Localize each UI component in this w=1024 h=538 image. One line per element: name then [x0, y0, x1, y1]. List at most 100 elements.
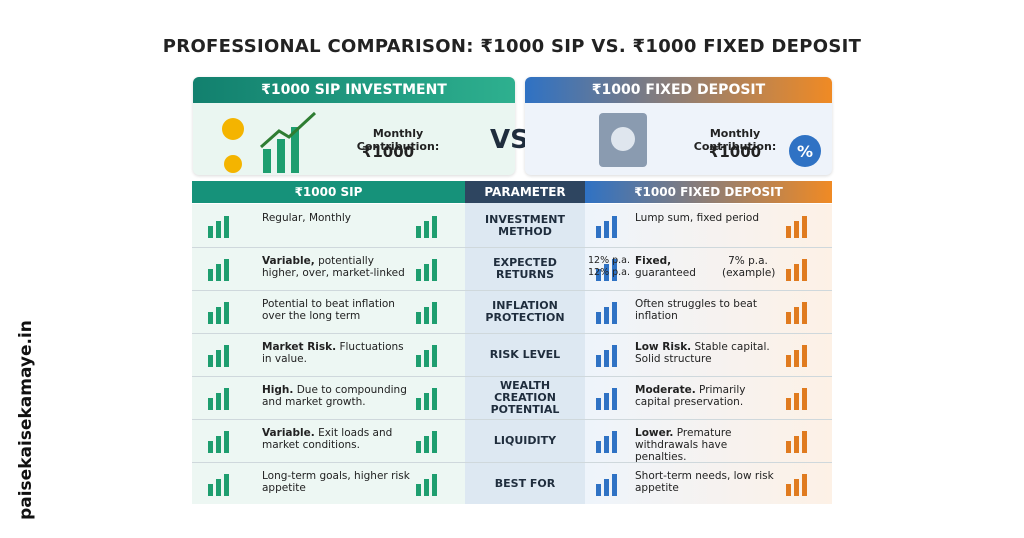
table-header: ₹1000 SIP: [192, 181, 465, 203]
sip-cell: Potential to beat inflation over the lon…: [262, 298, 412, 322]
fd-cell: Often struggles to beat inflation: [635, 298, 780, 322]
fd-rate: 12% p.a.: [588, 255, 631, 266]
cell-text: Stable capital. Solid structure: [635, 341, 770, 365]
parameter-text: BEST FOR: [494, 476, 556, 490]
parameter-text: EXPECTED RETURNS: [493, 255, 557, 281]
sip-cell: Regular, Monthly: [262, 212, 412, 224]
title: PROFESSIONAL COMPARISON: ₹1000 SIP VS. ₹…: [162, 36, 862, 57]
row-icon: [786, 431, 807, 453]
sip-cell: High. Due to compounding and market grow…: [262, 384, 412, 408]
sip-cell: Variable. Exit loads and market conditio…: [262, 427, 412, 451]
cell-text: Primarily capital preservation.: [635, 384, 746, 408]
row-icon: [416, 388, 437, 410]
cell-bold: High.: [262, 384, 294, 396]
row-icon: [596, 259, 617, 281]
sip-illustration: [222, 111, 317, 173]
fd-cell: Short-term needs, low risk appetite: [635, 470, 780, 494]
fd-rate: 12% p.a.: [588, 267, 631, 278]
fd-cell: Lump sum, fixed period: [635, 212, 780, 224]
parameter-text: INFLATION PROTECTION: [485, 298, 565, 324]
cell-bold: Moderate.: [635, 384, 696, 396]
cell-bold: Fixed,: [635, 255, 672, 267]
cell-text: Potential to beat inflation over the lon…: [262, 298, 395, 322]
sip-card-label: Monthly Contribution:: [356, 127, 440, 153]
sip-cell: Market Risk. Fluctuations in value.: [262, 341, 412, 365]
cell-text: Short-term needs, low risk appetite: [635, 470, 774, 494]
table-header: ₹1000 FIXED DEPOSIT: [585, 181, 832, 203]
sip-cell: Variable, potentially higher, over, mark…: [262, 255, 412, 279]
row-icon: [596, 474, 617, 496]
fd-cell: Fixed, guaranteed: [635, 255, 705, 279]
fd-card: ₹1000 FIXED DEPOSIT Monthly Contribution…: [525, 77, 832, 175]
sip-column: [192, 204, 465, 504]
sip-card-header: ₹1000 SIP INVESTMENT: [193, 77, 515, 103]
row-icon: [416, 474, 437, 496]
fd-card-amount: ₹1000: [708, 143, 762, 161]
cell-text: Premature withdrawals have penalties.: [635, 427, 732, 463]
row-icon: [208, 259, 229, 281]
row-icon: [416, 431, 437, 453]
fd-card-header: ₹1000 FIXED DEPOSIT: [525, 77, 832, 103]
cell-bold: Market Risk.: [262, 341, 337, 353]
parameter-cell: BEST FOR: [470, 462, 580, 505]
parameter-cell: LIQUIDITY: [470, 419, 580, 462]
row-icon: [416, 259, 437, 281]
row-divider: [192, 247, 832, 248]
parameter-cell: INVESTMENT METHOD: [470, 204, 580, 247]
cell-text: Long-term goals, higher risk appetite: [262, 470, 410, 494]
cell-bold: Variable.: [262, 427, 315, 439]
row-icon: [208, 431, 229, 453]
fd-column: [585, 204, 832, 504]
row-icon: [208, 302, 229, 324]
cell-text: guaranteed: [635, 267, 696, 279]
cell-text: Regular, Monthly: [262, 212, 351, 224]
cell-bold: Variable,: [262, 255, 315, 267]
parameter-text: INVESTMENT METHOD: [485, 212, 565, 238]
row-divider: [192, 376, 832, 377]
parameter-text: LIQUIDITY: [493, 433, 557, 447]
row-icon: [596, 431, 617, 453]
sip-card-amount: ₹1000: [361, 143, 415, 161]
cell-text: Lump sum, fixed period: [635, 212, 759, 224]
row-divider: [192, 419, 832, 420]
parameter-column: [465, 181, 585, 504]
cell-text: Exit loads and market conditions.: [262, 427, 393, 451]
row-icon: [786, 388, 807, 410]
safe-icon: [599, 113, 647, 167]
row-icon: [208, 388, 229, 410]
row-icon: [786, 345, 807, 367]
percent-icon: %: [789, 135, 821, 167]
cell-text: Due to compounding and market growth.: [262, 384, 407, 408]
row-divider: [192, 462, 832, 463]
row-icon: [596, 216, 617, 238]
sip-card: ₹1000 SIP INVESTMENT Monthly Contributio…: [193, 77, 515, 175]
row-icon: [416, 216, 437, 238]
svg-text:%: %: [797, 142, 813, 161]
row-icon: [416, 345, 437, 367]
row-icon: [208, 216, 229, 238]
side-label: paisekaisekamaye.in: [16, 320, 36, 520]
row-icon: [786, 474, 807, 496]
row-icon: [596, 388, 617, 410]
parameter-cell: RISK LEVEL: [470, 333, 580, 376]
row-icon: [208, 345, 229, 367]
cell-text: potentially higher, over, market-linked: [262, 255, 405, 279]
cell-text: Often struggles to beat inflation: [635, 298, 757, 322]
row-divider: [192, 290, 832, 291]
fd-example: 7% p.a. (example): [722, 255, 776, 279]
row-icon: [786, 259, 807, 281]
table-header: PARAMETER: [465, 181, 585, 203]
fd-card-label: Monthly Contribution:: [693, 127, 777, 153]
cell-text: Fluctuations in value.: [262, 341, 404, 365]
row-icon: [596, 345, 617, 367]
row-icon: [596, 302, 617, 324]
cell-bold: Low Risk.: [635, 341, 692, 353]
row-icon: [786, 302, 807, 324]
parameter-cell: WEALTH CREATION POTENTIAL: [470, 376, 580, 419]
sip-cell: Long-term goals, higher risk appetite: [262, 470, 412, 494]
parameter-cell: EXPECTED RETURNS: [470, 247, 580, 290]
row-icon: [786, 216, 807, 238]
fd-cell: Moderate. Primarily capital preservation…: [635, 384, 780, 408]
fd-cell: Low Risk. Stable capital. Solid structur…: [635, 341, 780, 365]
